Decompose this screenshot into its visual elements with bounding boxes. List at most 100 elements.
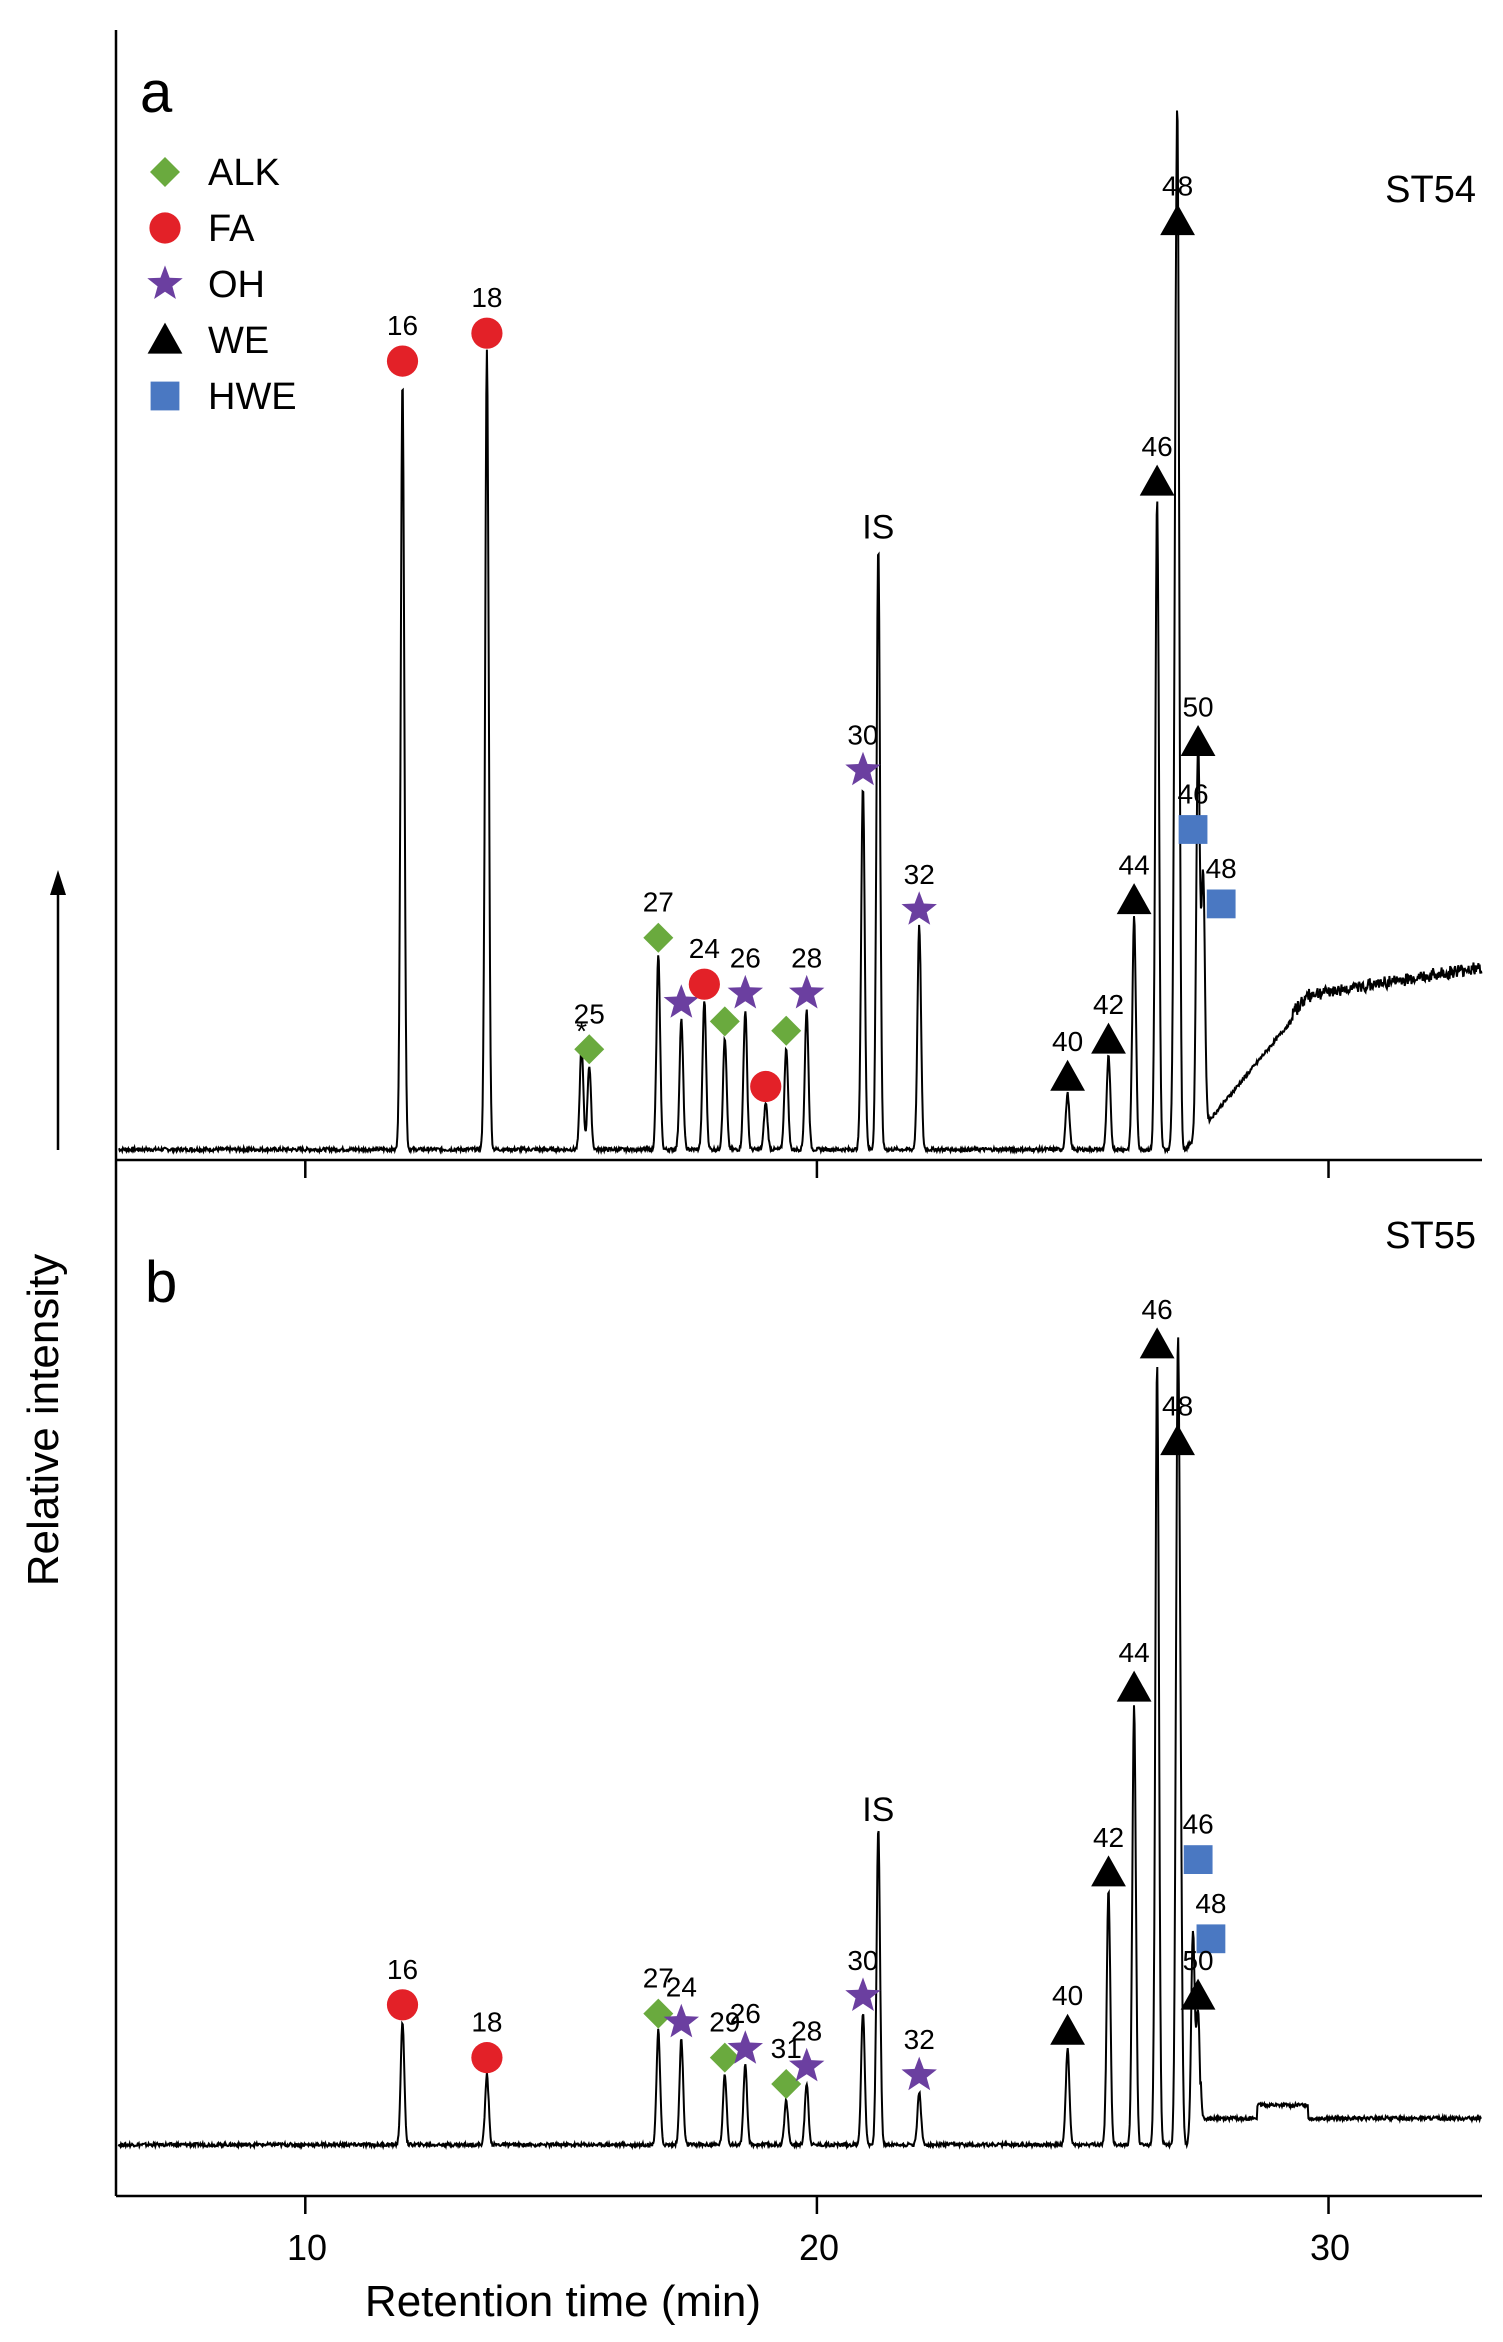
legend-label-we: WE bbox=[208, 320, 269, 362]
peak-label-b-9: IS bbox=[862, 1791, 894, 1829]
peak-label-a-6: 24 bbox=[689, 933, 720, 964]
peak-label-a-22: 48 bbox=[1206, 853, 1237, 884]
peak-marker-a-0 bbox=[386, 345, 419, 377]
peak-marker-b-13 bbox=[1116, 1670, 1152, 1702]
y-axis-label: Relative intensity bbox=[19, 1254, 68, 1587]
peak-marker-b-11 bbox=[1050, 2013, 1085, 2045]
peak-label-a-3: 25 bbox=[574, 998, 605, 1029]
peak-marker-a-20 bbox=[1178, 815, 1208, 844]
peak-marker-a-17 bbox=[1116, 883, 1152, 915]
peak-label-a-13: IS bbox=[862, 509, 894, 547]
chromatogram-trace-a bbox=[118, 110, 1483, 1156]
legend-label-oh: OH bbox=[208, 264, 265, 306]
peak-label-a-19: 48 bbox=[1162, 171, 1193, 202]
peak-marker-a-12 bbox=[845, 751, 881, 786]
peak-label-a-15: 40 bbox=[1052, 1026, 1083, 1057]
peak-label-b-3: 24 bbox=[666, 1971, 697, 2002]
peak-label-b-18: 50 bbox=[1182, 1945, 1213, 1976]
x-axis-label: Retention time (min) bbox=[365, 2277, 761, 2326]
peak-marker-b-1 bbox=[471, 2042, 503, 2074]
peak-marker-b-5 bbox=[727, 2030, 763, 2064]
peak-label-a-21: 50 bbox=[1182, 691, 1213, 722]
peak-marker-b-3 bbox=[663, 2003, 699, 2038]
peak-label-a-2: * bbox=[576, 1016, 587, 1047]
peak-marker-b-2 bbox=[643, 1998, 674, 2029]
legend-marker-oh bbox=[147, 265, 183, 299]
peak-marker-a-6 bbox=[688, 968, 720, 1000]
peak-label-a-14: 32 bbox=[904, 859, 935, 890]
peak-marker-a-8 bbox=[727, 974, 763, 1009]
legend-label-fa: FA bbox=[208, 208, 255, 250]
peak-marker-b-16 bbox=[1183, 1845, 1213, 1874]
peak-label-a-4: 27 bbox=[643, 887, 674, 918]
peak-label-a-18: 46 bbox=[1142, 431, 1173, 462]
peak-label-a-12: 30 bbox=[847, 719, 878, 750]
peak-marker-a-18 bbox=[1139, 464, 1175, 496]
traces-layer bbox=[117, 110, 1483, 2151]
peak-label-b-5: 26 bbox=[730, 1998, 761, 2029]
legend-marker-hwe bbox=[150, 381, 180, 411]
panel-label-b: b bbox=[145, 1250, 177, 1315]
peak-label-a-8: 26 bbox=[730, 943, 761, 974]
peak-label-a-17: 44 bbox=[1119, 850, 1150, 881]
peak-marker-b-4 bbox=[709, 2042, 740, 2073]
legend-marker-fa bbox=[149, 212, 181, 244]
peak-label-a-20: 46 bbox=[1177, 779, 1208, 810]
peak-label-b-13: 44 bbox=[1119, 1637, 1150, 1668]
legend-marker-alk bbox=[150, 157, 180, 187]
peak-marker-a-15 bbox=[1050, 1059, 1085, 1091]
peak-marker-a-14 bbox=[901, 891, 937, 925]
peak-label-b-1: 18 bbox=[471, 2007, 502, 2038]
peak-marker-a-19 bbox=[1160, 204, 1195, 236]
peak-marker-a-5 bbox=[663, 984, 699, 1018]
x-tick-label-20: 20 bbox=[799, 2227, 839, 2268]
peak-label-b-10: 32 bbox=[904, 2024, 935, 2055]
peak-label-a-0: 16 bbox=[387, 310, 418, 341]
peak-label-a-11: 28 bbox=[791, 943, 822, 974]
sample-label-st54: ST54 bbox=[1385, 169, 1476, 211]
legend-marker-we bbox=[147, 322, 183, 354]
peak-label-b-7: 28 bbox=[791, 2015, 822, 2046]
peak-marker-a-1 bbox=[471, 317, 503, 349]
panel-label-a: a bbox=[140, 60, 173, 125]
intensity-arrow-head bbox=[50, 870, 66, 895]
peak-label-b-4: 29 bbox=[709, 2007, 740, 2038]
peak-marker-a-11 bbox=[789, 974, 825, 1009]
peak-marker-b-0 bbox=[386, 1989, 419, 2021]
peak-label-b-6: 31 bbox=[771, 2033, 802, 2064]
peak-label-b-15: 48 bbox=[1162, 1391, 1193, 1422]
peak-label-b-8: 30 bbox=[847, 1945, 878, 1976]
peak-marker-a-4 bbox=[643, 922, 674, 953]
peak-label-b-11: 40 bbox=[1052, 1980, 1083, 2011]
peak-marker-b-18 bbox=[1180, 1978, 1216, 2010]
peak-marker-b-7 bbox=[789, 2047, 825, 2082]
peak-label-b-14: 46 bbox=[1142, 1294, 1173, 1325]
peak-label-a-1: 18 bbox=[471, 282, 502, 313]
peak-marker-a-22 bbox=[1206, 889, 1236, 919]
peak-label-b-2: 27 bbox=[643, 1963, 674, 1994]
peak-marker-a-10 bbox=[771, 1015, 802, 1046]
sample-label-st55: ST55 bbox=[1385, 1215, 1476, 1257]
peak-marker-a-9 bbox=[750, 1070, 782, 1103]
axes-layer bbox=[50, 30, 1482, 2214]
peak-marker-b-10 bbox=[901, 2056, 937, 2091]
peak-marker-b-14 bbox=[1139, 1327, 1175, 1359]
peak-marker-a-16 bbox=[1091, 1022, 1126, 1054]
peak-marker-b-8 bbox=[845, 1977, 881, 2011]
peak-label-b-12: 42 bbox=[1093, 1822, 1124, 1853]
peak-marker-b-15 bbox=[1160, 1424, 1195, 1456]
legend: ALK FA OH WE HWE bbox=[147, 152, 297, 418]
peak-marker-a-3 bbox=[574, 1034, 605, 1065]
chromatogram-trace-b bbox=[117, 1337, 1482, 2151]
peak-marker-a-21 bbox=[1180, 725, 1216, 756]
legend-label-hwe: HWE bbox=[208, 376, 297, 418]
peak-label-b-16: 46 bbox=[1183, 1809, 1214, 1840]
x-tick-label-30: 30 bbox=[1310, 2227, 1350, 2268]
legend-label-alk: ALK bbox=[208, 152, 280, 194]
peak-marker-a-7 bbox=[709, 1006, 740, 1037]
x-tick-label-10: 10 bbox=[287, 2227, 327, 2268]
text-layer: a ST54 b ST55 Retention time (min) Relat… bbox=[19, 60, 1476, 2326]
peak-marker-b-12 bbox=[1091, 1855, 1126, 1887]
